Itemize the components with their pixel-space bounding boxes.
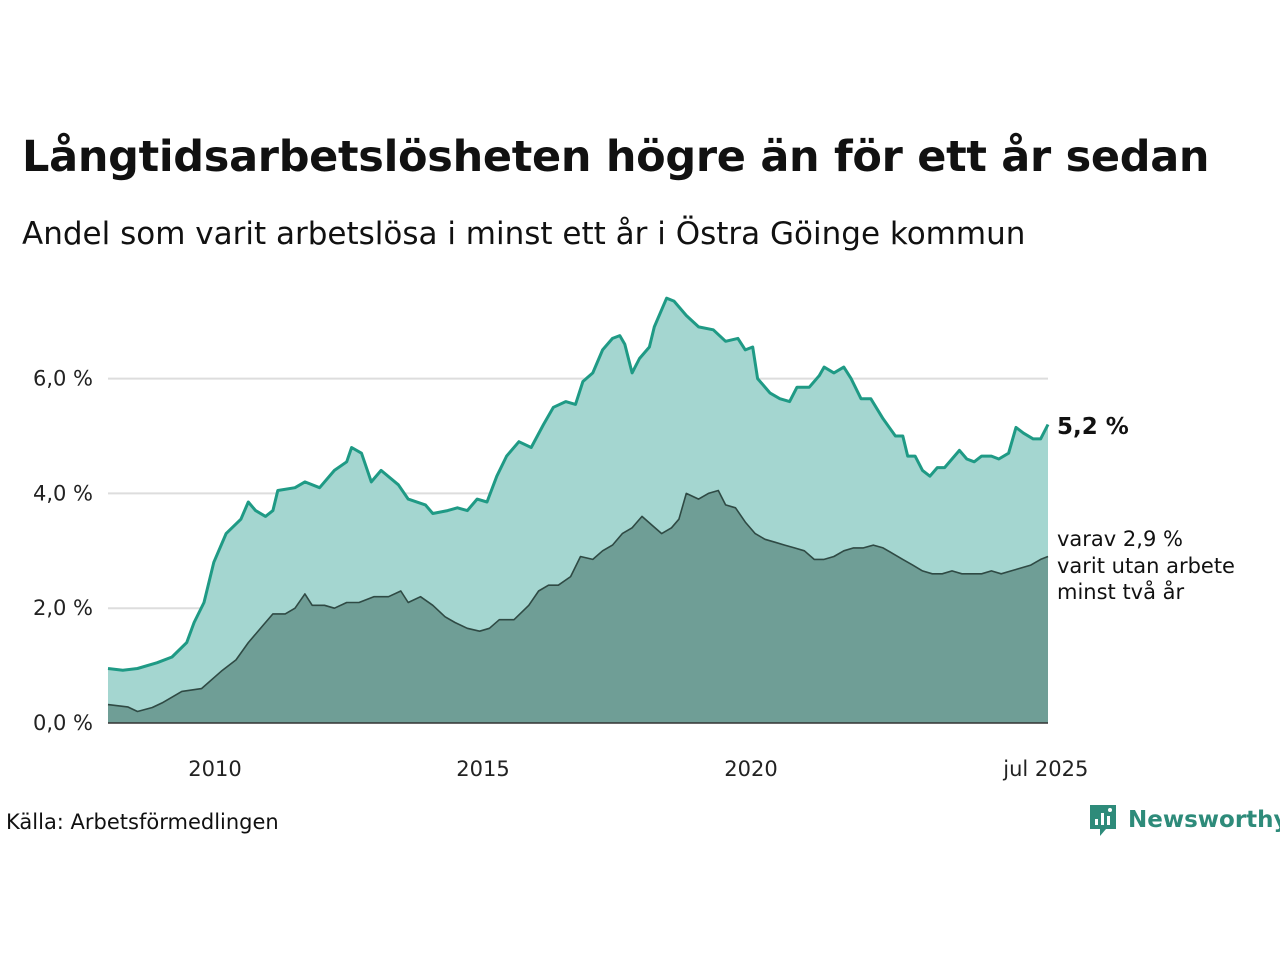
sub-annotation-line-1: varav 2,9 % — [1057, 527, 1183, 551]
newsworthy-logo-icon — [1090, 805, 1116, 836]
y-tick-label: 0,0 % — [33, 711, 93, 735]
y-tick-label: 6,0 % — [33, 367, 93, 391]
y-tick-label: 4,0 % — [33, 481, 93, 505]
x-axis-ticks: 2010 2015 2020 jul 2025 — [188, 757, 1088, 781]
source-note: Källa: Arbetsförmedlingen — [6, 810, 279, 834]
sub-annotation-line-3: minst två år — [1057, 579, 1185, 604]
y-axis-ticks: 0,0 % 2,0 % 4,0 % 6,0 % — [33, 367, 93, 735]
series-area-two-years — [108, 490, 1048, 723]
end-value-label: 5,2 % — [1057, 414, 1129, 440]
brand-logo[interactable]: Newsworthy — [1088, 803, 1280, 837]
sub-annotation-line-2: varit utan arbete — [1057, 554, 1235, 578]
chart-subtitle: Andel som varit arbetslösa i minst ett å… — [22, 216, 1026, 252]
x-tick-label: 2020 — [724, 757, 777, 781]
series-line-two-years — [107, 489, 1049, 713]
brand-name: Newsworthy — [1128, 807, 1280, 833]
x-tick-label: 2010 — [188, 757, 241, 781]
chart-title: Långtidsarbetslösheten högre än för ett … — [22, 132, 1210, 182]
y-tick-label: 2,0 % — [33, 596, 93, 620]
x-tick-label: 2015 — [456, 757, 509, 781]
series-line-total — [107, 296, 1050, 672]
x-tick-label: jul 2025 — [1002, 757, 1088, 781]
